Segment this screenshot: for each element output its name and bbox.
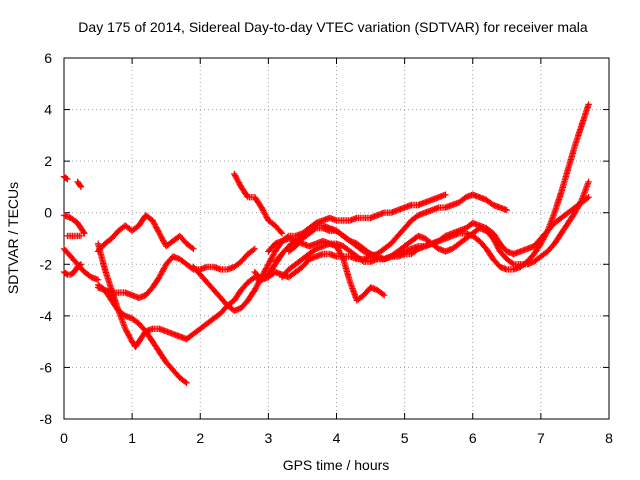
series-arc4 [64,232,85,240]
series-arc3 [60,212,88,237]
x-tick-label: 3 [264,430,272,446]
chart-title: Day 175 of 2014, Sidereal Day-to-day VTE… [78,19,588,35]
grid-lines [64,58,609,419]
data-marker-path [231,170,286,237]
data-marker-path [64,232,85,240]
y-tick-label: -2 [40,256,53,272]
series-arc14 [251,191,510,283]
x-axis-ticks: 0 1 2 3 4 5 6 7 8 [60,58,613,446]
y-tick-label: -8 [40,411,53,427]
x-tick-label: 0 [60,430,68,446]
data-marker-path [60,261,85,278]
y-tick-label: 6 [44,50,52,66]
data-marker-path [94,240,190,350]
series-arc5 [60,173,71,183]
y-tick-label: -6 [40,359,53,375]
x-tick-label: 1 [128,430,136,446]
x-tick-label: 7 [537,430,545,446]
data-marker-path [74,178,85,191]
data-marker-path [60,212,88,237]
y-tick-label: 0 [44,205,52,221]
data-marker-path [60,173,71,183]
x-axis-title: GPS time / hours [283,457,390,473]
series-arc6 [74,178,85,191]
y-axis-ticks: -8 -6 -4 -2 0 2 4 6 [40,50,609,427]
x-tick-label: 4 [333,430,341,446]
series-arc18 [272,101,592,273]
data-marker-path [272,101,592,273]
series-arc2 [60,261,85,278]
x-tick-label: 5 [401,430,409,446]
series-arc7 [94,240,190,350]
y-axis-title: SDTVAR / TECUs [5,182,21,294]
data-marker-path [94,212,197,255]
series-arc13 [231,170,286,237]
data-marker-path [251,191,510,283]
x-tick-label: 6 [469,430,477,446]
y-tick-label: 2 [44,153,52,169]
x-tick-label: 8 [605,430,613,446]
series-arc9 [94,212,197,255]
y-tick-label: -4 [40,308,53,324]
data-points [60,101,592,387]
x-tick-label: 2 [196,430,204,446]
y-tick-label: 4 [44,102,52,118]
